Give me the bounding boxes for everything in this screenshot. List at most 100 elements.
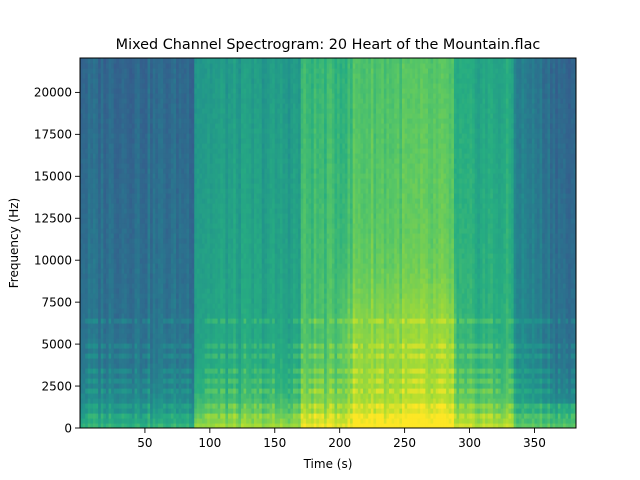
spectrogram-cell xyxy=(85,83,89,89)
spectrogram-cell xyxy=(85,213,89,219)
spectrogram-cell xyxy=(98,143,102,149)
spectrogram-cell xyxy=(124,373,128,379)
spectrogram-cell xyxy=(98,198,102,204)
spectrogram-cell xyxy=(95,118,99,124)
spectrogram-cell xyxy=(144,283,149,289)
spectrogram-cell xyxy=(108,123,112,129)
spectrogram-cell xyxy=(131,338,136,344)
spectrogram-cell xyxy=(165,158,169,164)
spectrogram-cell xyxy=(95,418,99,424)
spectrogram-cell xyxy=(87,108,91,114)
spectrogram-cell xyxy=(113,328,117,334)
spectrogram-cell xyxy=(87,223,91,229)
spectrogram-cell xyxy=(168,378,172,384)
spectrogram-cell xyxy=(139,213,143,219)
spectrogram-cell xyxy=(163,293,167,299)
spectrogram-cell xyxy=(137,213,141,219)
spectrogram-cell xyxy=(150,273,154,279)
spectrogram-cell xyxy=(105,153,110,159)
spectrogram-cell xyxy=(103,118,107,124)
spectrogram-cell xyxy=(157,63,162,69)
spectrogram-cell xyxy=(103,98,107,104)
spectrogram-cell xyxy=(157,83,162,89)
spectrogram-cell xyxy=(118,133,123,139)
spectrogram-cell xyxy=(126,358,130,364)
spectrogram-cell xyxy=(147,73,151,79)
spectrogram-cell xyxy=(98,88,102,94)
spectrogram-cell xyxy=(134,413,138,419)
spectrogram-cell xyxy=(80,378,84,384)
spectrogram-cell xyxy=(111,368,115,374)
spectrogram-cell xyxy=(165,393,169,399)
spectrogram-cell xyxy=(82,403,86,409)
spectrogram-cell xyxy=(139,288,143,294)
spectrogram-cell xyxy=(165,323,169,329)
spectrogram-cell xyxy=(85,123,89,129)
spectrogram-cell xyxy=(129,413,133,419)
spectrogram-cell xyxy=(163,163,167,169)
spectrogram-cell xyxy=(118,68,123,74)
spectrogram-cell xyxy=(100,223,104,229)
spectrogram-cell xyxy=(157,243,162,249)
spectrogram-cell xyxy=(85,203,89,209)
spectrogram-cell xyxy=(85,223,89,229)
spectrogram-cell xyxy=(137,398,141,404)
spectrogram-cell xyxy=(103,123,107,129)
spectrogram-cell xyxy=(98,183,102,189)
spectrogram-cell xyxy=(134,163,138,169)
spectrogram-cell xyxy=(118,208,123,214)
spectrogram-cell xyxy=(92,423,97,428)
spectrogram-cell xyxy=(168,308,172,314)
spectrogram-cell xyxy=(124,383,128,389)
spectrogram-cell xyxy=(165,308,169,314)
spectrogram-cell xyxy=(111,348,115,354)
spectrogram-cell xyxy=(118,403,123,409)
spectrogram-cell xyxy=(108,403,112,409)
spectrogram-cell xyxy=(142,133,146,139)
spectrogram-cell xyxy=(80,58,84,64)
spectrogram-cell xyxy=(113,208,117,214)
spectrogram-cell xyxy=(168,213,172,219)
spectrogram-cell xyxy=(144,198,149,204)
spectrogram-cell xyxy=(137,188,141,194)
spectrogram-cell xyxy=(129,248,133,254)
spectrogram-cell xyxy=(165,238,169,244)
spectrogram-cell xyxy=(98,93,102,99)
spectrogram-cell xyxy=(108,348,112,354)
spectrogram-cell xyxy=(142,268,146,274)
spectrogram-cell xyxy=(108,323,112,329)
spectrogram-cell xyxy=(108,198,112,204)
spectrogram-cell xyxy=(111,128,115,134)
spectrogram-cell xyxy=(98,353,102,359)
spectrogram-cell xyxy=(160,328,164,334)
spectrogram-cell xyxy=(134,108,138,114)
spectrogram-cell xyxy=(82,183,86,189)
spectrogram-cell xyxy=(87,208,91,214)
spectrogram-cell xyxy=(165,73,169,79)
spectrogram-cell xyxy=(111,313,115,319)
spectrogram-cell xyxy=(152,138,156,144)
spectrogram-cell xyxy=(155,213,159,219)
spectrogram-cell xyxy=(144,353,149,359)
spectrogram-cell xyxy=(116,378,120,384)
spectrogram-cell xyxy=(90,203,94,209)
spectrogram-cell xyxy=(116,253,120,259)
spectrogram-cell xyxy=(150,363,154,369)
spectrogram-cell xyxy=(113,233,117,239)
spectrogram-cell xyxy=(142,98,146,104)
spectrogram-cell xyxy=(92,378,97,384)
spectrogram-cell xyxy=(152,213,156,219)
spectrogram-cell xyxy=(103,63,107,69)
spectrogram-cell xyxy=(121,318,125,324)
spectrogram-cell xyxy=(137,123,141,129)
spectrogram-cell xyxy=(157,288,162,294)
spectrogram-cell xyxy=(142,228,146,234)
spectrogram-cell xyxy=(121,183,125,189)
spectrogram-cell xyxy=(87,248,91,254)
spectrogram-cell xyxy=(157,188,162,194)
spectrogram-cell xyxy=(131,198,136,204)
spectrogram-cell xyxy=(100,128,104,134)
spectrogram-cell xyxy=(113,218,117,224)
spectrogram-cell xyxy=(121,133,125,139)
spectrogram-cell xyxy=(126,268,130,274)
